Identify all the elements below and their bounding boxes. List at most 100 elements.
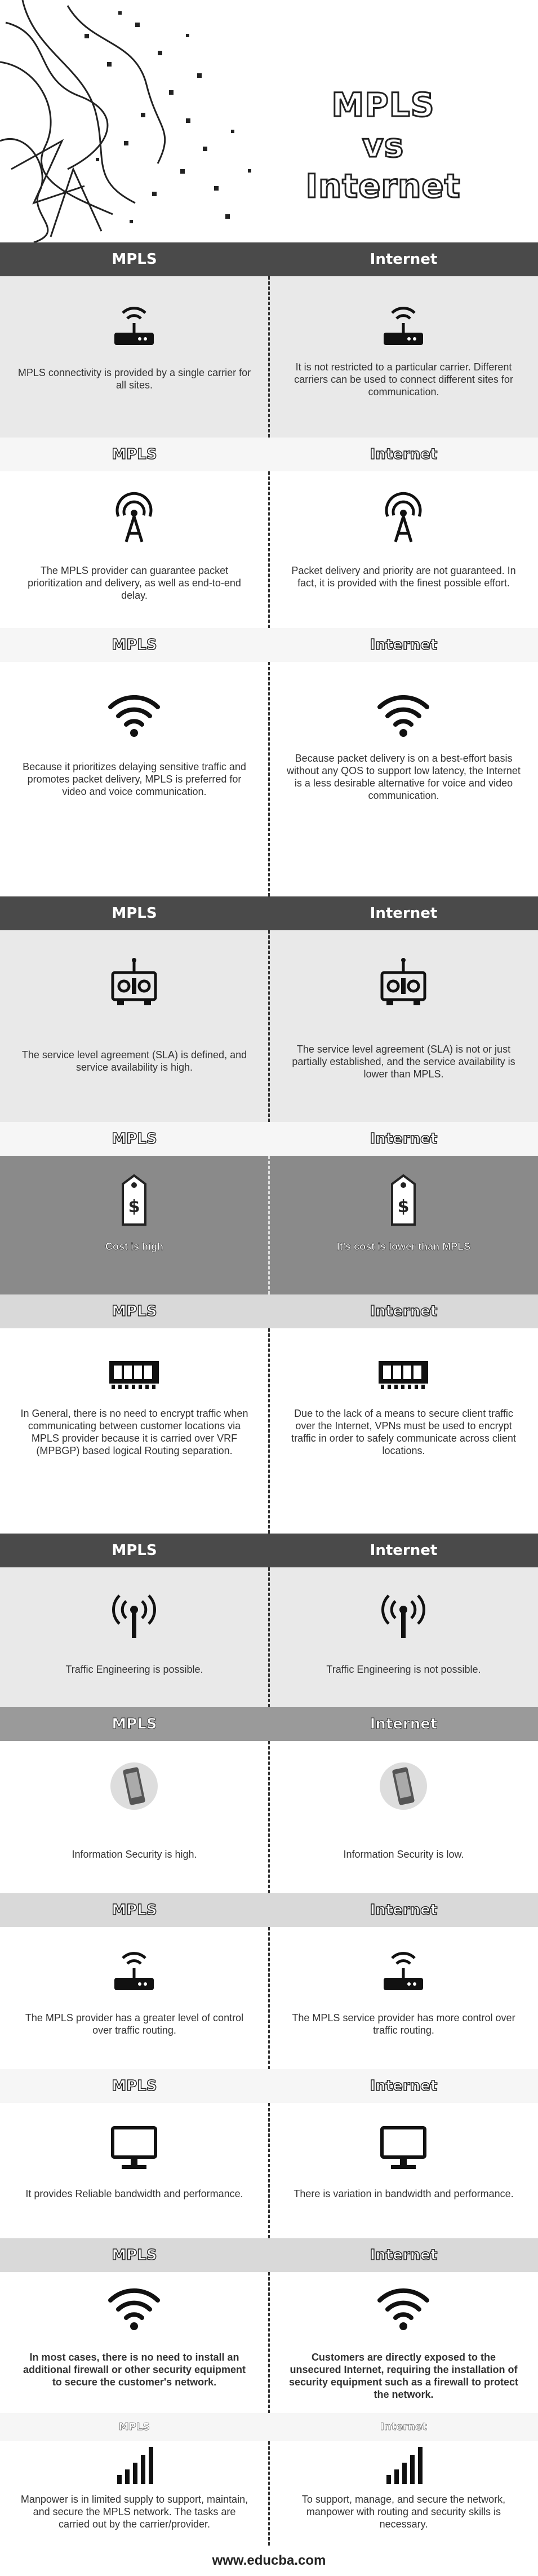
header-mpls: MPLS xyxy=(112,445,158,463)
column-header: MPLS Internet xyxy=(0,1294,538,1328)
column-divider xyxy=(268,662,270,896)
memory-module-icon xyxy=(375,1345,432,1402)
page-title: MPLS vs Internet xyxy=(265,85,501,206)
internet-description: It's cost is lower than MPLS xyxy=(336,1241,471,1253)
price-tag-icon: $ xyxy=(375,1173,432,1229)
antenna-icon xyxy=(375,1584,432,1641)
comparison-row-5: MPLS Internet $ Cost is high $ It's cost… xyxy=(0,1122,538,1294)
header-internet: Internet xyxy=(370,445,438,463)
column-header: MPLS Internet xyxy=(0,2413,538,2441)
column-divider xyxy=(268,930,270,1122)
header-internet: Internet xyxy=(370,2077,438,2095)
internet-description: There is variation in bandwidth and perf… xyxy=(294,2188,514,2199)
header-mpls: MPLS xyxy=(112,636,158,654)
header-mpls: MPLS xyxy=(112,1302,158,1320)
title-line-vs: vs xyxy=(361,126,404,166)
header-mpls: MPLS xyxy=(112,2077,158,2095)
monitor-icon xyxy=(106,2120,162,2176)
column-divider xyxy=(268,276,270,438)
column-header: MPLS Internet xyxy=(0,1534,538,1567)
internet-description: The MPLS service provider has more contr… xyxy=(292,2012,515,2036)
internet-description: Customers are directly exposed to the un… xyxy=(288,2352,519,2400)
column-divider xyxy=(268,2272,270,2413)
internet-description: Packet delivery and priority are not gua… xyxy=(291,565,516,589)
row-body: The MPLS provider has a greater level of… xyxy=(0,1927,538,2069)
column-header: MPLS Internet xyxy=(0,2069,538,2103)
comparison-row-6: MPLS Internet In General, there is no ne… xyxy=(0,1294,538,1534)
row-body: In General, there is no need to encrypt … xyxy=(0,1328,538,1534)
price-tag-icon: $ xyxy=(106,1173,162,1229)
network-illustration xyxy=(0,0,251,242)
hero-banner: MPLS vs Internet xyxy=(0,0,538,242)
column-header: MPLS Internet xyxy=(0,1707,538,1741)
column-header: MPLS Internet xyxy=(0,1893,538,1927)
row-body: $ Cost is high $ It's cost is lower than… xyxy=(0,1156,538,1294)
mpls-description: The MPLS provider can guarantee packet p… xyxy=(28,565,241,601)
header-mpls: MPLS xyxy=(112,1716,157,1733)
title-line-internet: Internet xyxy=(305,166,461,206)
comparison-row-1: MPLS Internet MPLS connectivity is provi… xyxy=(0,242,538,438)
row-body: Information Security is high. Informatio… xyxy=(0,1741,538,1893)
svg-text:$: $ xyxy=(398,1197,410,1217)
header-internet: Internet xyxy=(370,1716,438,1733)
internet-description: Traffic Engineering is not possible. xyxy=(326,1664,481,1675)
column-divider xyxy=(268,1156,270,1294)
row-body: The MPLS provider can guarantee packet p… xyxy=(0,471,538,628)
router-icon xyxy=(106,296,162,352)
header-mpls: MPLS xyxy=(112,251,157,268)
comparison-row-12: MPLS Internet Manpower is in limited sup… xyxy=(0,2413,538,2546)
column-header: MPLS Internet xyxy=(0,896,538,930)
column-header: MPLS Internet xyxy=(0,438,538,471)
internet-description: It is not restricted to a particular car… xyxy=(294,361,513,397)
mpls-description: The service level agreement (SLA) is def… xyxy=(21,1049,247,1073)
broadcast-tower-icon xyxy=(106,488,162,545)
mpls-description: Cost is high xyxy=(105,1241,164,1253)
internet-description: To support, manage, and secure the netwo… xyxy=(301,2494,506,2530)
router-icon xyxy=(375,296,432,352)
header-internet: Internet xyxy=(370,1901,438,1919)
row-body: It provides Reliable bandwidth and perfo… xyxy=(0,2103,538,2238)
router-icon xyxy=(375,1941,432,1998)
row-body: MPLS connectivity is provided by a singl… xyxy=(0,276,538,438)
mpls-description: In most cases, there is no need to insta… xyxy=(23,2352,246,2388)
mpls-description: In General, there is no need to encrypt … xyxy=(20,1408,248,1456)
column-divider xyxy=(268,471,270,628)
mpls-description: Because it prioritizes delaying sensitiv… xyxy=(23,761,246,797)
title-line-mpls: MPLS xyxy=(331,85,435,125)
row-body: In most cases, there is no need to insta… xyxy=(0,2272,538,2413)
header-mpls: MPLS xyxy=(118,2421,150,2433)
comparison-row-7: MPLS Internet Traffic Engineering is pos… xyxy=(0,1534,538,1707)
column-divider xyxy=(268,1741,270,1893)
mpls-description: The MPLS provider has a greater level of… xyxy=(25,2012,244,2036)
internet-description: Because packet delivery is on a best-eff… xyxy=(287,753,521,801)
header-internet: Internet xyxy=(370,2246,438,2264)
remote-control-icon xyxy=(375,956,432,1012)
wifi-icon xyxy=(106,684,162,741)
header-internet: Internet xyxy=(370,1302,438,1320)
row-body: Because it prioritizes delaying sensitiv… xyxy=(0,662,538,896)
mpls-description: It provides Reliable bandwidth and perfo… xyxy=(25,2188,243,2199)
monitor-icon xyxy=(375,2120,432,2176)
wifi-icon xyxy=(106,2278,162,2334)
column-header: MPLS Internet xyxy=(0,1122,538,1156)
antenna-icon xyxy=(106,1584,162,1641)
svg-text:$: $ xyxy=(128,1197,140,1217)
row-body: Traffic Engineering is possible. Traffic… xyxy=(0,1567,538,1707)
row-body: Manpower is in limited supply to support… xyxy=(0,2441,538,2546)
phone-icon xyxy=(375,1758,432,1814)
header-internet: Internet xyxy=(370,1130,438,1148)
comparison-row-4: MPLS Internet The service level agreemen… xyxy=(0,896,538,1122)
column-divider xyxy=(268,1567,270,1707)
column-header: MPLS Internet xyxy=(0,242,538,276)
signal-bars-icon xyxy=(106,2441,162,2486)
row-body: The service level agreement (SLA) is def… xyxy=(0,930,538,1122)
column-divider xyxy=(268,1328,270,1534)
wifi-icon xyxy=(375,2278,432,2334)
router-icon xyxy=(106,1941,162,1998)
memory-module-icon xyxy=(106,1345,162,1402)
site-url[interactable]: www.educba.com xyxy=(212,2553,326,2568)
header-mpls: MPLS xyxy=(112,1542,157,1559)
comparison-row-10: MPLS Internet It provides Reliable bandw… xyxy=(0,2069,538,2238)
phone-icon xyxy=(106,1758,162,1814)
